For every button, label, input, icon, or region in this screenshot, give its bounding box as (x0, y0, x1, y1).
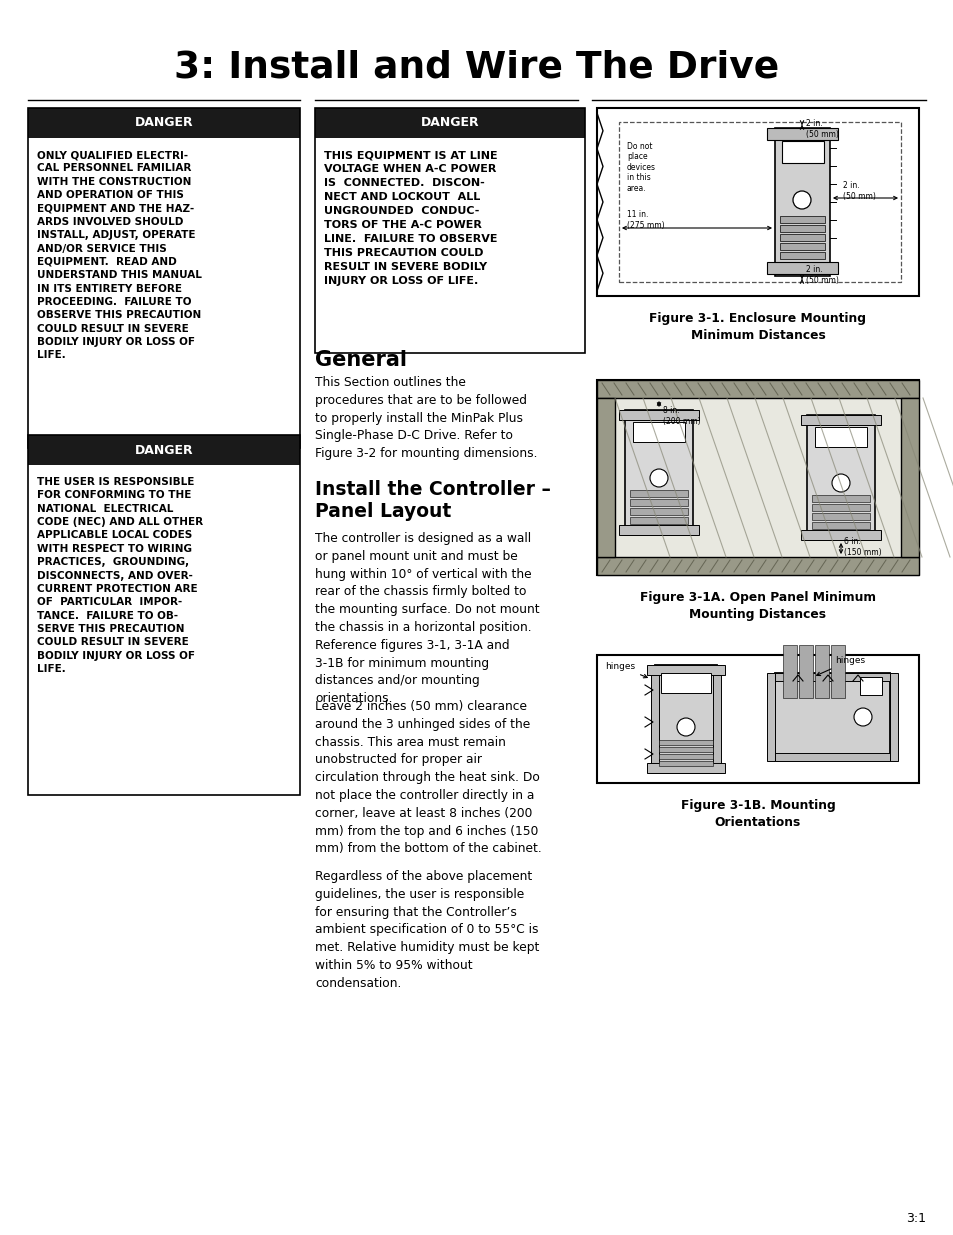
Text: 6 in.
(150 mm): 6 in. (150 mm) (843, 537, 881, 557)
Text: 8 in.
(200 mm): 8 in. (200 mm) (662, 406, 700, 426)
Bar (780, 216, 824, 224)
Text: 3:1: 3:1 (905, 1212, 925, 1224)
Text: Regardless of the above placement
guidelines, the user is responsible
for ensuri: Regardless of the above placement guidel… (314, 869, 538, 989)
Bar (781, 141, 823, 163)
Bar (28, 107, 299, 448)
Bar (28, 435, 299, 466)
Bar (618, 122, 900, 282)
Circle shape (792, 191, 810, 209)
Bar (900, 398, 918, 557)
Bar (780, 243, 824, 249)
Text: This Section outlines the
procedures that are to be followed
to properly install: This Section outlines the procedures tha… (314, 375, 537, 461)
Circle shape (853, 708, 871, 726)
Bar (28, 466, 299, 795)
Bar (774, 673, 889, 680)
Circle shape (831, 474, 849, 492)
Bar (780, 252, 824, 259)
Text: THIS EQUIPMENT IS AT LINE
VOLTAGE WHEN A-C POWER
IS  CONNECTED.  DISCON-
NECT AN: THIS EQUIPMENT IS AT LINE VOLTAGE WHEN A… (324, 149, 497, 287)
Text: THE USER IS RESPONSIBLE
FOR CONFORMING TO THE
NATIONAL  ELECTRICAL
CODE (NEC) AN: THE USER IS RESPONSIBLE FOR CONFORMING T… (37, 477, 203, 674)
Text: hinges: hinges (816, 656, 864, 676)
Bar (314, 138, 584, 353)
Bar (597, 380, 918, 398)
Bar (801, 530, 880, 540)
Text: 2 in.
(50 mm): 2 in. (50 mm) (805, 266, 838, 285)
Bar (597, 107, 918, 296)
Text: Leave 2 inches (50 mm) clearance
around the 3 unhinged sides of the
chassis. Thi: Leave 2 inches (50 mm) clearance around … (314, 700, 541, 856)
Text: Figure 3-1. Enclosure Mounting
Minimum Distances: Figure 3-1. Enclosure Mounting Minimum D… (649, 312, 865, 342)
Circle shape (649, 469, 667, 487)
Bar (629, 517, 687, 524)
Bar (774, 753, 889, 761)
Bar (811, 504, 869, 511)
Bar (811, 495, 869, 501)
Bar (766, 673, 774, 761)
Bar (766, 128, 837, 140)
Bar (629, 508, 687, 515)
Text: DANGER: DANGER (134, 443, 193, 457)
Bar (801, 415, 880, 425)
Text: Install the Controller –: Install the Controller – (314, 480, 550, 499)
Bar (811, 522, 869, 529)
Bar (774, 128, 829, 275)
Bar (597, 655, 918, 783)
Text: 2 in.
(50 mm): 2 in. (50 mm) (842, 182, 875, 201)
Text: ONLY QUALIFIED ELECTRI-
CAL PERSONNEL FAMILIAR
WITH THE CONSTRUCTION
AND OPERATI: ONLY QUALIFIED ELECTRI- CAL PERSONNEL FA… (37, 149, 202, 361)
Bar (597, 398, 615, 557)
Bar (314, 107, 584, 353)
Bar (859, 677, 882, 695)
Bar (314, 107, 584, 138)
Bar (659, 747, 712, 752)
Bar (814, 427, 866, 447)
Text: General: General (314, 350, 407, 370)
Text: hinges: hinges (604, 662, 646, 678)
Bar (646, 763, 724, 773)
Text: 11 in.
(275 mm): 11 in. (275 mm) (626, 210, 664, 230)
Circle shape (677, 718, 695, 736)
Bar (618, 525, 699, 535)
Bar (712, 664, 720, 773)
Bar (659, 755, 712, 760)
Bar (806, 415, 874, 540)
Bar (629, 490, 687, 496)
Text: Do not
place
devices
in this
area.: Do not place devices in this area. (626, 142, 656, 193)
Text: Figure 3-1B. Mounting
Orientations: Figure 3-1B. Mounting Orientations (679, 799, 835, 829)
Bar (624, 410, 692, 535)
Bar (629, 499, 687, 506)
Bar (650, 664, 659, 773)
Text: DANGER: DANGER (134, 116, 193, 130)
Bar (766, 262, 837, 274)
Bar (633, 422, 684, 442)
Bar (780, 233, 824, 241)
Text: The controller is designed as a wall
or panel mount unit and must be
hung within: The controller is designed as a wall or … (314, 532, 539, 705)
Text: DANGER: DANGER (420, 116, 478, 130)
Text: Figure 3-1A. Open Panel Minimum
Mounting Distances: Figure 3-1A. Open Panel Minimum Mounting… (639, 592, 875, 621)
Bar (780, 225, 824, 232)
Bar (811, 513, 869, 520)
Bar (814, 645, 828, 698)
Text: 2 in.
(50 mm): 2 in. (50 mm) (805, 120, 838, 138)
Bar (618, 410, 699, 420)
Bar (799, 645, 812, 698)
Bar (660, 673, 710, 693)
Bar (830, 645, 844, 698)
Bar (28, 138, 299, 448)
Bar (28, 435, 299, 795)
Bar (659, 740, 712, 745)
Bar (659, 761, 712, 766)
Bar (782, 645, 796, 698)
Text: Panel Layout: Panel Layout (314, 501, 451, 521)
Bar (597, 380, 918, 576)
Bar (646, 664, 724, 676)
Bar (889, 673, 897, 761)
Bar (774, 673, 889, 761)
Bar (28, 107, 299, 138)
Text: 3: Install and Wire The Drive: 3: Install and Wire The Drive (174, 49, 779, 86)
Bar (655, 664, 717, 773)
Bar (597, 557, 918, 576)
